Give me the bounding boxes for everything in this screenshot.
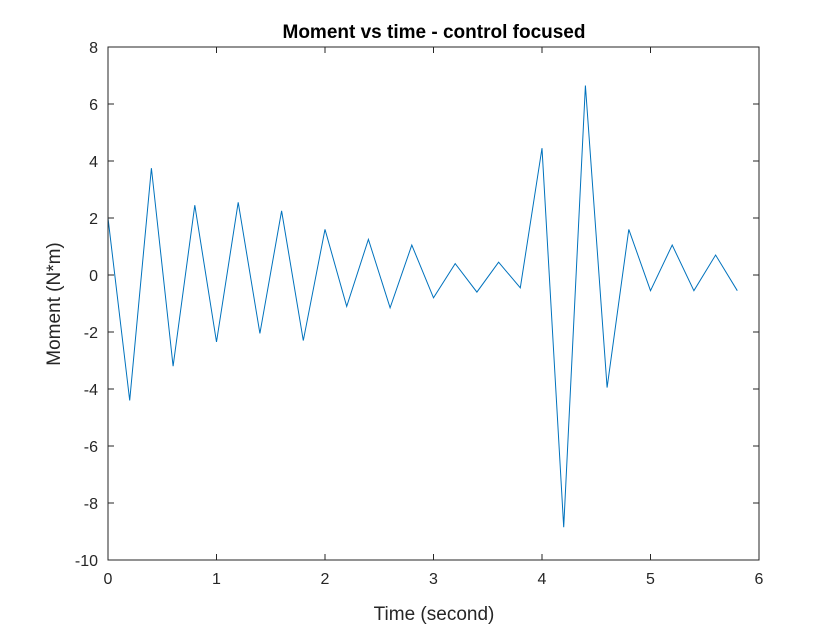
chart-title: Moment vs time - control focused: [283, 22, 586, 43]
y-tick-label: -6: [84, 439, 98, 456]
y-tick-label: -10: [75, 553, 98, 570]
y-tick-label: 8: [89, 40, 98, 57]
x-tick-label: 6: [755, 571, 764, 588]
series-layer: [107, 85, 738, 528]
y-tick-label: 6: [89, 97, 98, 114]
y-tick-label: -2: [84, 325, 98, 342]
y-tick-label: 4: [89, 154, 98, 171]
series-line: [107, 85, 738, 528]
ticks-layer: 0 1 2 3 4 5 6 -10 -8 -6 -4 -2 0 2 4 6 8: [75, 40, 764, 588]
x-tick-label: 4: [538, 571, 547, 588]
y-tick-label: -4: [84, 382, 98, 399]
y-tick-label: 0: [89, 268, 98, 285]
x-tick-label: 1: [212, 571, 221, 588]
y-axis-label: Moment (N*m): [44, 242, 65, 366]
x-tick-label: 5: [646, 571, 655, 588]
x-tick-label: 3: [429, 571, 438, 588]
y-tick-label: -8: [84, 496, 98, 513]
axes-box: [107, 46, 760, 561]
plot-area: [108, 47, 759, 560]
x-axis-label: Time (second): [374, 604, 495, 625]
y-tick-label: 2: [89, 211, 98, 228]
x-tick-label: 2: [321, 571, 330, 588]
x-tick-label: 0: [104, 571, 113, 588]
